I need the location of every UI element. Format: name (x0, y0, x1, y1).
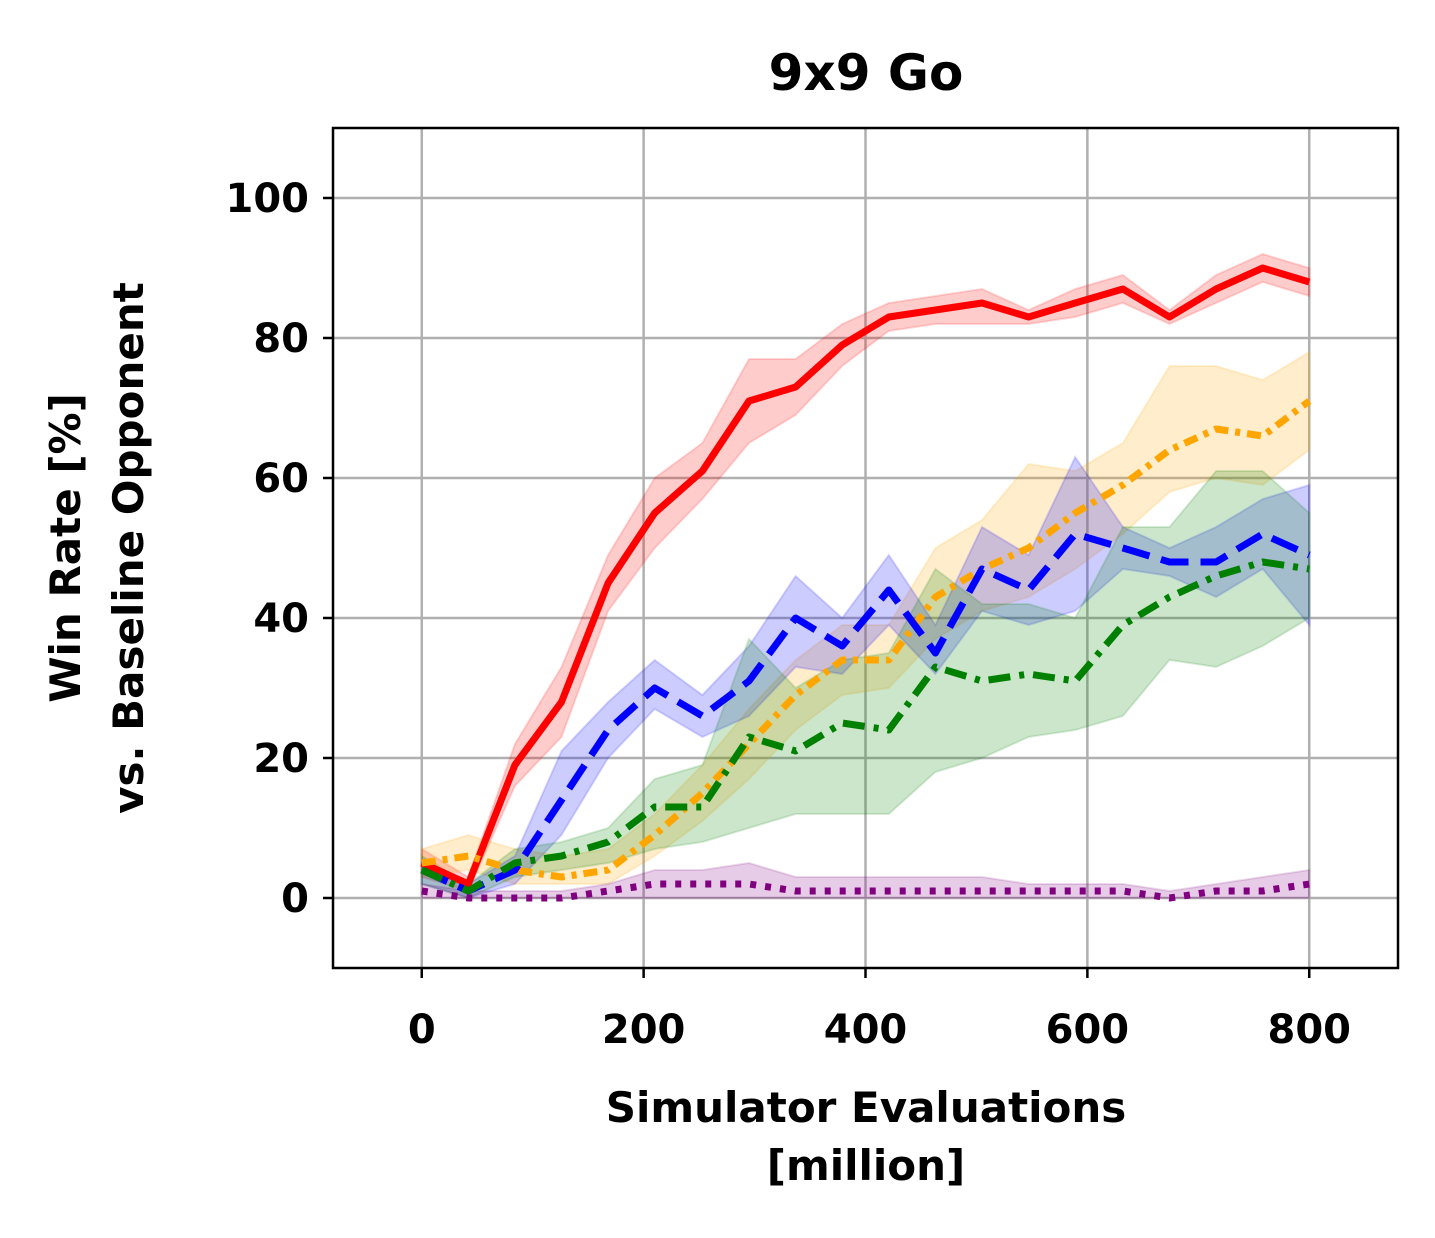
band-purple (420, 861, 1311, 899)
series-lines (420, 264, 1312, 902)
x-tick-labels: 0 200 400 600 800 (408, 968, 1351, 1053)
x-tick-label: 0 (408, 1007, 436, 1053)
band-orange (420, 350, 1311, 885)
y-tick-label: 60 (253, 456, 309, 502)
gridlines (333, 128, 1398, 968)
y-tick-label: 40 (253, 596, 309, 642)
band-blue (420, 454, 1311, 900)
series-line-orange (421, 398, 1312, 881)
y-tick-label: 80 (253, 316, 309, 362)
y-tick-label: 100 (226, 176, 310, 222)
x-axis-label-line1: Simulator Evaluations (606, 1083, 1127, 1132)
chart-title: 9x9 Go (769, 44, 964, 102)
y-tick-labels: 0 20 40 60 80 100 (226, 176, 333, 922)
series-line-blue (420, 530, 1311, 895)
series-line-red (420, 264, 1311, 888)
x-tick-label: 400 (824, 1007, 908, 1053)
y-axis-label-line1: Win Rate [%] (41, 393, 90, 703)
x-tick-label: 800 (1268, 1007, 1352, 1053)
x-tick-label: 600 (1046, 1007, 1130, 1053)
band-green (420, 470, 1311, 900)
y-tick-label: 20 (253, 736, 309, 782)
band-red (420, 252, 1311, 893)
x-tick-label: 200 (602, 1007, 686, 1053)
y-tick-label: 0 (281, 876, 309, 922)
x-axis-label-line2: [million] (767, 1141, 966, 1190)
confidence-bands (420, 252, 1311, 900)
y-axis-label-line2: vs. Baseline Opponent (104, 282, 153, 814)
